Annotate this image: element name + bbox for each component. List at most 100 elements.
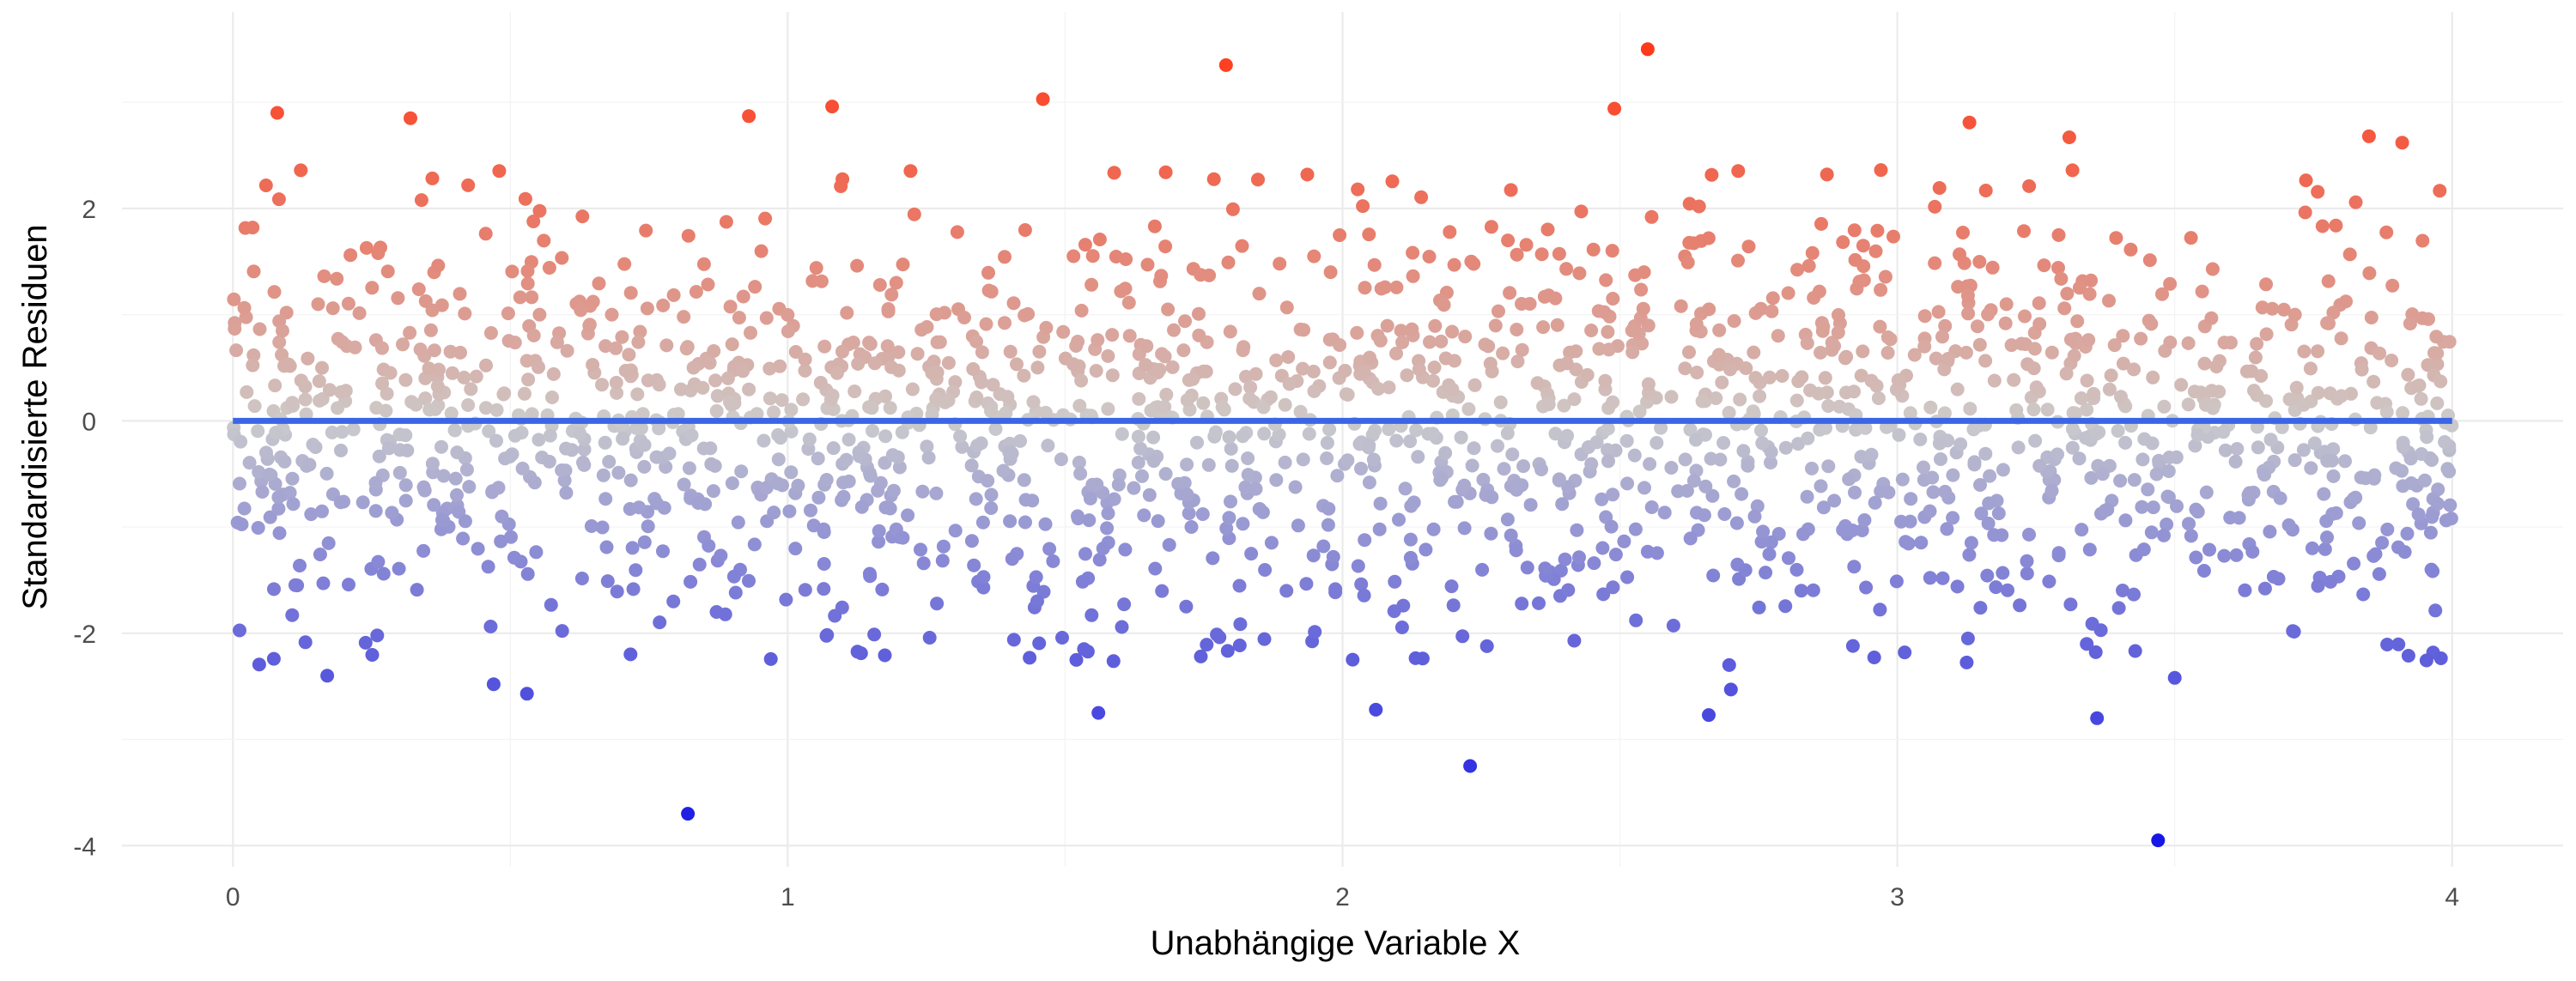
data-point (1278, 455, 1292, 469)
data-point (966, 362, 981, 376)
data-point (1152, 362, 1167, 377)
data-point (1075, 574, 1090, 589)
data-point (2145, 436, 2160, 451)
data-point (1643, 457, 1657, 471)
data-point (1196, 396, 1211, 410)
data-point (996, 463, 1011, 478)
data-point (1741, 458, 1755, 473)
data-point (1242, 391, 1257, 406)
data-point (1847, 385, 1861, 399)
data-point (1457, 521, 1472, 536)
data-point (1913, 433, 1928, 446)
data-point (2149, 467, 2164, 481)
data-point (1704, 167, 1719, 182)
data-point (482, 424, 496, 439)
data-point (1072, 398, 1087, 413)
data-point (1373, 496, 1388, 511)
data-point (1596, 587, 1611, 602)
data-point (696, 380, 710, 395)
data-point (1447, 257, 1461, 272)
data-point (1983, 469, 1997, 483)
data-point (1705, 488, 1720, 503)
data-point (1996, 566, 2010, 580)
data-point (1795, 370, 1809, 385)
data-point (1159, 387, 1174, 402)
data-point (784, 403, 799, 417)
data-point (2238, 583, 2252, 597)
data-point (1894, 514, 1908, 529)
data-point (1400, 368, 1414, 383)
data-point (1222, 430, 1236, 445)
data-point (2324, 574, 2338, 589)
data-point (1723, 362, 1737, 377)
data-point (1279, 584, 1294, 598)
data-point (817, 582, 831, 596)
data-point (234, 518, 249, 531)
data-point (1322, 422, 1337, 437)
data-point (1192, 328, 1206, 342)
data-point (1133, 441, 1148, 456)
data-point (276, 324, 289, 338)
data-point (907, 207, 921, 221)
data-point (1935, 571, 1950, 585)
data-point (2320, 453, 2335, 468)
data-point (1278, 397, 1292, 412)
data-point (334, 385, 349, 399)
data-point (1580, 367, 1595, 382)
data-point (880, 339, 895, 354)
data-point (1587, 556, 1601, 571)
data-point (313, 393, 327, 408)
data-point (1750, 499, 1765, 513)
data-point (2245, 544, 2260, 559)
data-point (610, 584, 624, 599)
data-point (285, 608, 300, 622)
data-point (872, 535, 886, 549)
data-point (662, 446, 677, 461)
data-point (383, 366, 398, 380)
data-point (1748, 371, 1763, 385)
data-point (2433, 374, 2448, 389)
data-point (1574, 204, 1589, 219)
data-point (2429, 330, 2444, 344)
data-point (302, 457, 317, 472)
data-point (1559, 262, 1574, 276)
data-point (1636, 301, 1650, 316)
data-point (2317, 487, 2331, 501)
data-point (2161, 464, 2176, 478)
data-point (1874, 484, 1888, 499)
data-point (871, 483, 885, 498)
data-point (1269, 353, 1284, 367)
data-point (756, 433, 771, 448)
data-point (1838, 351, 1852, 366)
data-point (1493, 395, 1508, 409)
data-point (1729, 516, 1744, 530)
data-point (641, 519, 655, 534)
data-point (2443, 498, 2458, 512)
data-point (2380, 522, 2395, 536)
data-point (1640, 42, 1655, 57)
data-point (1960, 631, 1975, 645)
data-point (1362, 475, 1376, 490)
data-point (1883, 332, 1898, 347)
data-point (2022, 527, 2036, 542)
data-point (1567, 392, 1582, 407)
data-point (691, 496, 706, 510)
data-point (652, 378, 666, 392)
data-point (1500, 512, 1515, 527)
data-point (1101, 348, 1115, 363)
data-point (1382, 380, 1396, 395)
data-point (1041, 439, 1055, 453)
data-point (2286, 624, 2300, 639)
data-point (1854, 450, 1868, 464)
data-point (526, 215, 541, 228)
data-point (1820, 385, 1834, 400)
data-point (829, 366, 844, 380)
data-point (505, 264, 519, 279)
data-point (1727, 314, 1741, 328)
data-point (1604, 519, 1619, 534)
data-point (975, 345, 989, 360)
data-point (975, 515, 990, 530)
data-point (1938, 318, 1953, 333)
data-point (2042, 574, 2057, 589)
data-point (736, 364, 750, 378)
